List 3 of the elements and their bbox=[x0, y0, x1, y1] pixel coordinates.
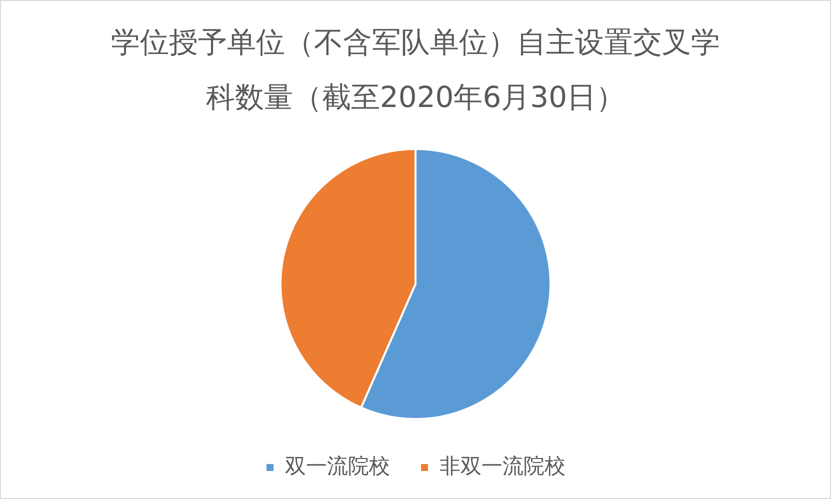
legend-label: 双一流院校 bbox=[285, 454, 390, 478]
legend-label: 非双一流院校 bbox=[440, 454, 566, 478]
chart-title: 学位授予单位（不含军队单位）自主设置交叉学科数量（截至2020年6月30日） bbox=[110, 24, 721, 116]
